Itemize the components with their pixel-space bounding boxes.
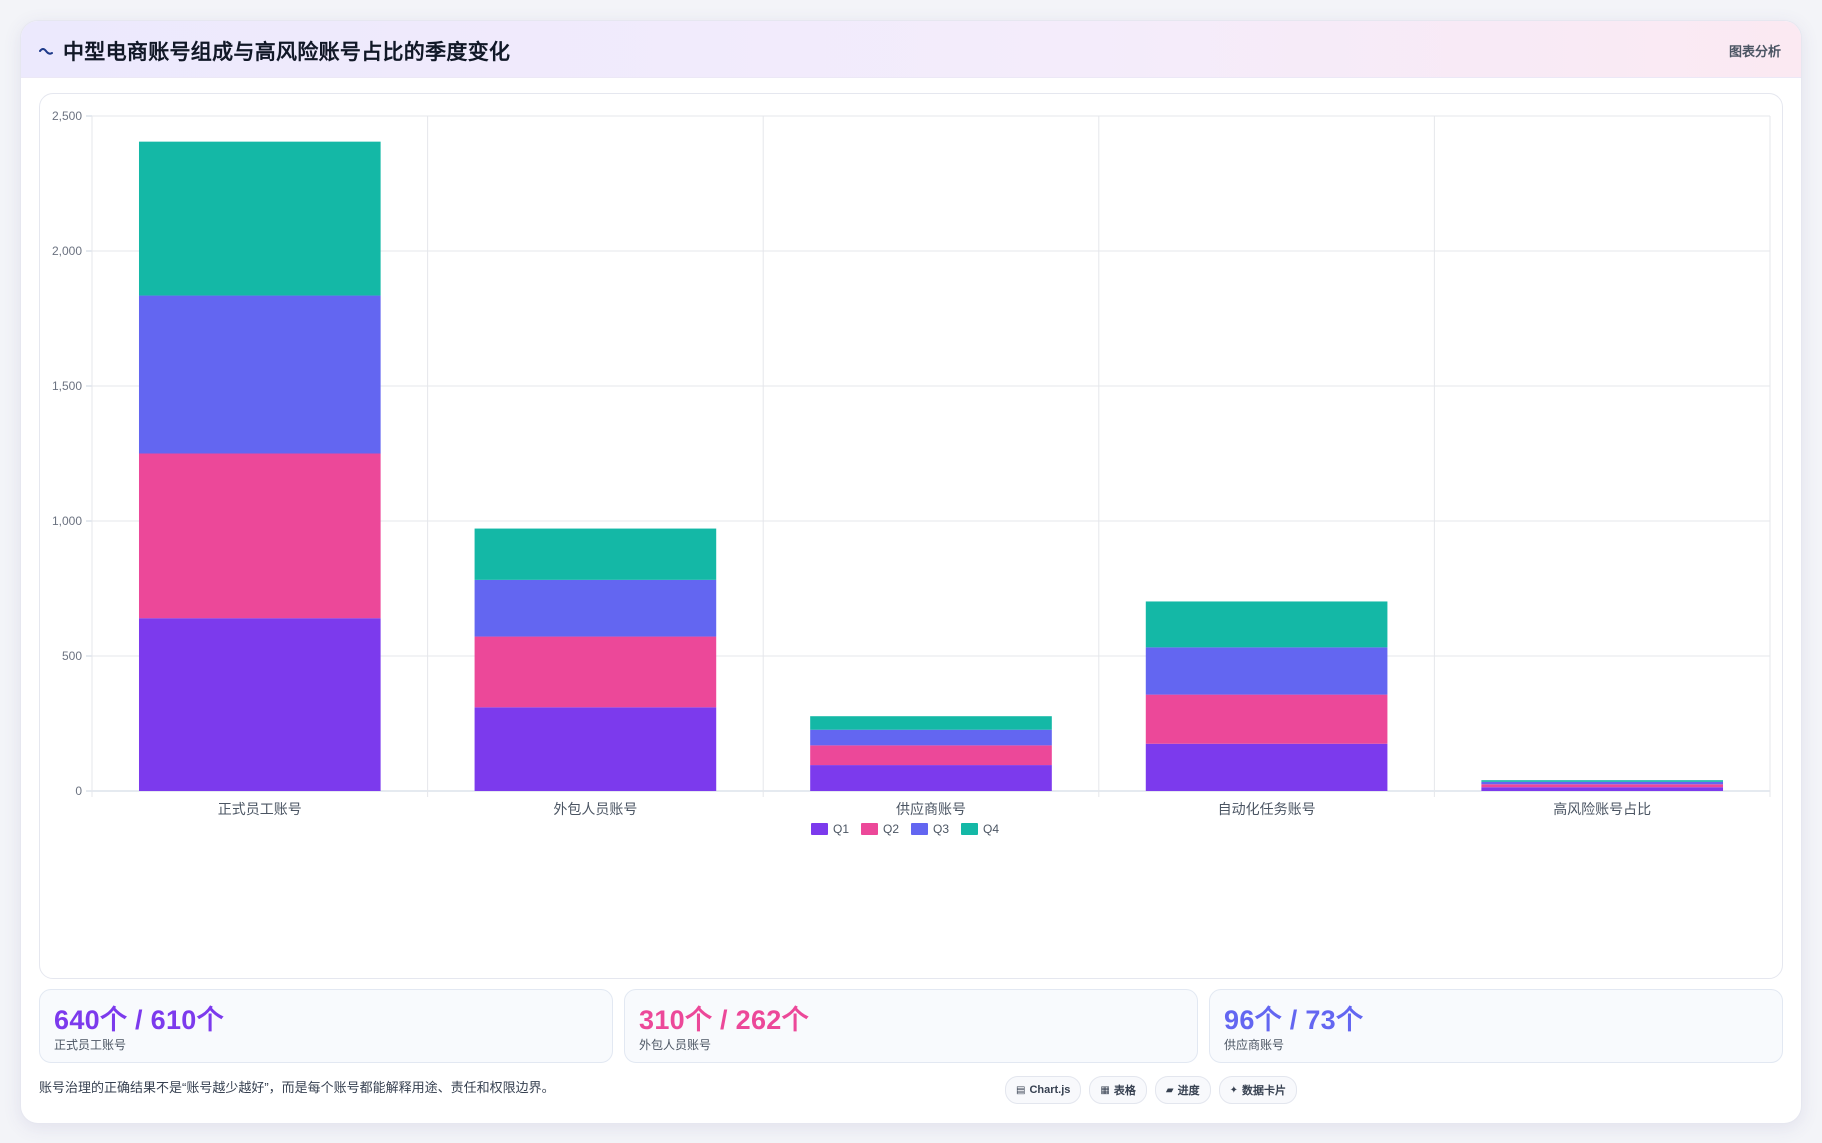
stat-value: 640个 / 610个 <box>54 998 224 1037</box>
wave-icon <box>39 44 53 58</box>
legend-swatch <box>861 823 878 835</box>
legend-swatch <box>811 823 828 835</box>
y-tick-label: 1,500 <box>52 379 82 393</box>
stat-card-employee: 640个 / 610个 正式员工账号 <box>39 989 613 1063</box>
legend-label: Q4 <box>983 822 999 836</box>
stat-label: 正式员工账号 <box>54 1036 126 1053</box>
bar-segment-q4 <box>475 529 717 580</box>
legend-label: Q2 <box>883 822 899 836</box>
card-header: 中型电商账号组成与高风险账号占比的季度变化 图表分析 <box>21 21 1801 78</box>
bar-segment-q1 <box>475 707 717 791</box>
stat-card-supplier: 96个 / 73个 供应商账号 <box>1209 989 1783 1063</box>
bar-segment-q1 <box>139 618 381 791</box>
bar-segment-q4 <box>139 142 381 296</box>
tag-label: Chart.js <box>1029 1084 1070 1096</box>
stat-card-outsourced: 310个 / 262个 外包人员账号 <box>624 989 1198 1063</box>
stat-label: 外包人员账号 <box>639 1036 711 1053</box>
y-tick-label: 1,000 <box>52 514 82 528</box>
stat-cards: 640个 / 610个 正式员工账号 310个 / 262个 外包人员账号 96… <box>39 989 1783 1063</box>
tag-data-card[interactable]: ✦ 数据卡片 <box>1219 1076 1297 1104</box>
progress-icon: ▰ <box>1166 1085 1174 1096</box>
stat-label: 供应商账号 <box>1224 1036 1284 1053</box>
legend-label: Q3 <box>933 822 949 836</box>
y-tick-label: 2,000 <box>52 244 82 258</box>
y-tick-label: 0 <box>75 784 82 798</box>
bar-segment-q2 <box>139 454 381 619</box>
y-tick-label: 500 <box>62 649 82 663</box>
bar-segment-q2 <box>1146 695 1388 744</box>
bar-segment-q1 <box>1146 744 1388 791</box>
title-wrap: 中型电商账号组成与高风险账号占比的季度变化 <box>39 36 510 66</box>
page-title: 中型电商账号组成与高风险账号占比的季度变化 <box>63 36 510 66</box>
x-tick-label: 高风险账号占比 <box>1553 801 1651 817</box>
bar-segment-q1 <box>810 765 1052 791</box>
chart-icon: ▤ <box>1016 1085 1025 1096</box>
x-tick-label: 外包人员账号 <box>553 801 637 817</box>
legend-swatch <box>911 823 928 835</box>
chart-area: 0 500 1,000 1,500 2,000 2,500 正式员工账号 外包人员账号 供应商账… <box>39 93 1783 979</box>
tag-chartjs[interactable]: ▤ Chart.js <box>1005 1076 1081 1104</box>
bar-segment-q1 <box>1481 787 1723 791</box>
tag-label: 数据卡片 <box>1242 1082 1286 1098</box>
x-tick-label: 自动化任务账号 <box>1218 801 1316 817</box>
bar-segment-q4 <box>810 716 1052 730</box>
x-tick-label: 供应商账号 <box>896 801 966 817</box>
bar-segment-q3 <box>475 580 717 637</box>
bar-segment-q3 <box>1146 647 1388 694</box>
tag-table[interactable]: ▦ 表格 <box>1089 1076 1146 1104</box>
bar-segment-q2 <box>810 745 1052 765</box>
bar-segment-q4 <box>1481 780 1723 782</box>
bar-segment-q2 <box>1481 784 1723 787</box>
legend-swatch <box>961 823 978 835</box>
stat-value: 310个 / 262个 <box>639 998 809 1037</box>
tag-label: 表格 <box>1114 1082 1136 1098</box>
x-tick-label: 正式员工账号 <box>218 801 302 817</box>
stacked-bar-chart: 0 500 1,000 1,500 2,000 2,500 正式员工账号 外包人员账号 供应商账… <box>40 94 1782 978</box>
bar-segment-q3 <box>139 296 381 454</box>
stat-value: 96个 / 73个 <box>1224 998 1363 1037</box>
chart-analysis-label[interactable]: 图表分析 <box>1729 41 1781 60</box>
footer-note: 账号治理的正确结果不是“账号越少越好”，而是每个账号都能解释用途、责任和权限边界… <box>39 1077 555 1096</box>
sparkle-icon: ✦ <box>1230 1085 1238 1096</box>
tag-progress[interactable]: ▰ 进度 <box>1155 1076 1211 1104</box>
tag-list: ▤ Chart.js ▦ 表格 ▰ 进度 ✦ 数据卡片 <box>1005 1076 1297 1104</box>
bar-segment-q2 <box>475 637 717 708</box>
table-icon: ▦ <box>1100 1085 1109 1096</box>
bar-segment-q3 <box>810 730 1052 746</box>
legend-label: Q1 <box>833 822 849 836</box>
y-tick-label: 2,500 <box>52 109 82 123</box>
chart-card: 中型电商账号组成与高风险账号占比的季度变化 图表分析 0 500 1,000 1,50… <box>20 20 1802 1124</box>
bar-segment-q4 <box>1146 601 1388 647</box>
bar-segment-q3 <box>1481 782 1723 784</box>
tag-label: 进度 <box>1178 1082 1200 1098</box>
